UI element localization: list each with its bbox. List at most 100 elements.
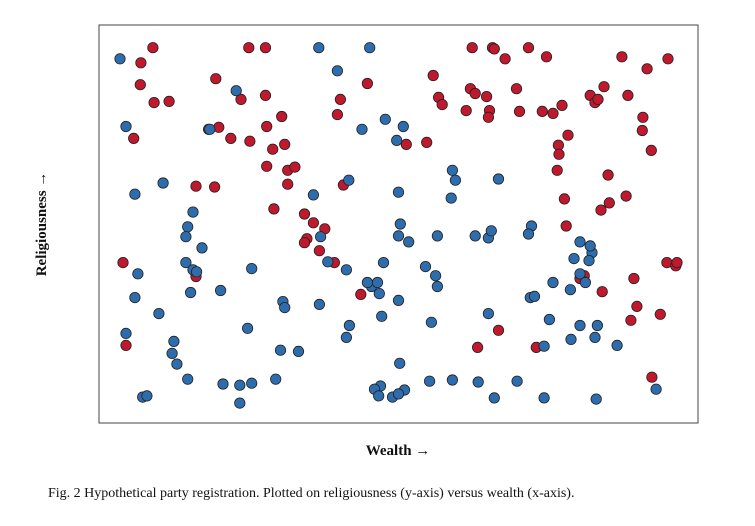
point-blue: [191, 266, 203, 278]
point-red: [427, 69, 439, 82]
point-blue: [650, 383, 662, 395]
point-blue: [419, 260, 432, 273]
point-blue: [376, 310, 388, 322]
point-blue: [129, 291, 141, 304]
point-blue: [313, 298, 325, 310]
point-red: [547, 107, 559, 120]
point-blue: [392, 186, 405, 198]
point-blue: [246, 377, 258, 389]
point-blue: [343, 319, 355, 332]
point-blue: [472, 376, 484, 388]
point-blue: [574, 268, 586, 280]
point-blue: [579, 276, 592, 289]
point-blue: [157, 177, 169, 189]
point-red: [400, 138, 412, 150]
point-red: [631, 300, 643, 312]
point-red: [536, 105, 548, 118]
point-red: [235, 93, 247, 106]
point-red: [560, 220, 572, 232]
point-blue: [485, 225, 497, 237]
point-blue: [322, 256, 334, 268]
point-red: [259, 89, 272, 102]
point-red: [558, 193, 571, 205]
point-red: [492, 324, 505, 336]
point-blue: [270, 373, 282, 385]
point-red: [646, 371, 658, 383]
point-red: [654, 308, 666, 320]
point-red: [466, 42, 478, 54]
point-red: [625, 314, 637, 326]
point-blue: [611, 339, 623, 351]
point-blue: [364, 42, 376, 54]
point-blue: [204, 123, 216, 135]
point-red: [595, 204, 607, 216]
point-blue: [307, 189, 319, 201]
point-red: [148, 97, 160, 109]
point-blue: [522, 228, 535, 240]
point-blue: [129, 188, 141, 200]
point-red: [276, 110, 288, 123]
point-blue: [373, 390, 385, 402]
point-blue: [392, 294, 405, 306]
point-blue: [274, 344, 287, 356]
point-red: [602, 169, 614, 181]
point-red: [499, 53, 511, 65]
point-blue: [528, 290, 541, 302]
point-blue: [538, 340, 550, 352]
point-blue: [234, 397, 246, 409]
point-red: [225, 132, 237, 144]
point-red: [282, 178, 294, 190]
point-red: [482, 111, 494, 123]
point-blue: [120, 327, 132, 339]
point-blue: [331, 65, 343, 77]
point-blue: [568, 253, 580, 265]
point-red: [522, 42, 535, 54]
point-red: [261, 120, 273, 133]
point-red: [331, 109, 343, 121]
point-blue: [591, 319, 604, 332]
point-red: [267, 143, 279, 155]
point-blue: [187, 206, 199, 218]
point-red: [120, 339, 132, 351]
point-red: [596, 286, 608, 298]
point-red: [259, 42, 272, 54]
point-blue: [538, 392, 550, 404]
point-red: [471, 341, 484, 353]
point-red: [147, 42, 159, 54]
point-red: [636, 124, 648, 137]
point-red: [421, 136, 433, 148]
point-blue: [429, 270, 442, 282]
point-blue: [488, 392, 500, 404]
point-blue: [590, 393, 602, 405]
point-red: [209, 181, 221, 193]
point-blue: [141, 390, 153, 402]
point-red: [616, 51, 628, 63]
point-red: [645, 144, 657, 156]
point-blue: [182, 221, 194, 233]
point-blue: [574, 319, 586, 332]
point-blue: [340, 331, 352, 343]
point-red: [540, 51, 553, 63]
point-blue: [120, 120, 132, 133]
figure-caption: Fig. 2 Hypothetical party registration. …: [48, 486, 575, 501]
point-red: [334, 93, 346, 106]
point-blue: [543, 313, 556, 326]
point-blue: [356, 123, 368, 135]
point-red: [488, 43, 500, 55]
point-red: [268, 203, 280, 215]
point-red: [641, 63, 653, 75]
point-red: [163, 95, 175, 108]
point-blue: [246, 262, 258, 275]
point-blue: [565, 333, 577, 345]
point-red: [355, 288, 367, 300]
point-blue: [180, 256, 192, 269]
point-blue: [397, 120, 409, 133]
point-blue: [215, 284, 227, 297]
point-red: [128, 132, 140, 144]
point-blue: [279, 301, 291, 314]
point-red: [662, 53, 674, 65]
point-red: [307, 217, 319, 229]
point-red: [562, 129, 574, 141]
point-blue: [394, 357, 406, 369]
point-blue: [431, 230, 443, 242]
